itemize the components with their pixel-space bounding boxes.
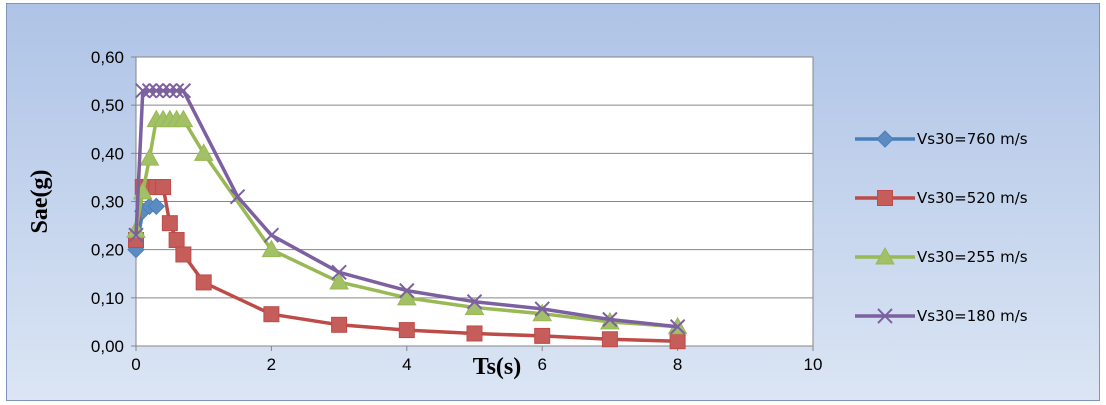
legend: Vs30=760 m/s Vs30=520 m/s Vs30=255 m/s Vs30… bbox=[855, 130, 1028, 325]
data-point bbox=[195, 274, 212, 291]
legend-item: Vs30=180 m/s bbox=[855, 307, 1028, 325]
series-line bbox=[134, 117, 678, 329]
chart-area: 0,00 0,10 0,20 0,30 0,40 0,50 0,60 0 2 4 6 8 10 Vs30… bbox=[6, 3, 1100, 401]
data-point bbox=[155, 83, 171, 99]
data-point bbox=[173, 109, 194, 128]
data-point bbox=[466, 325, 483, 342]
data-point bbox=[193, 143, 214, 161]
data-point bbox=[229, 188, 246, 205]
data-point bbox=[147, 197, 166, 216]
data-point bbox=[162, 83, 178, 99]
data-point bbox=[669, 319, 686, 335]
data-point bbox=[601, 331, 618, 348]
legend-label: Vs30=180 m/s bbox=[917, 307, 1028, 325]
data-point bbox=[155, 179, 172, 196]
data-point bbox=[128, 227, 144, 243]
y-axis-title: Sae(g) bbox=[27, 170, 53, 234]
data-point bbox=[396, 287, 417, 306]
series-line bbox=[134, 88, 678, 329]
x-tick-label: 10 bbox=[804, 355, 823, 374]
data-point bbox=[466, 293, 483, 310]
data-point bbox=[331, 316, 348, 333]
legend-item: Vs30=255 m/s bbox=[855, 246, 1028, 266]
data-point bbox=[161, 215, 178, 232]
data-point bbox=[602, 311, 618, 328]
data-point bbox=[329, 271, 349, 290]
data-point bbox=[175, 246, 192, 263]
data-point bbox=[398, 322, 415, 339]
data-point bbox=[534, 327, 551, 344]
legend-marker bbox=[876, 130, 894, 148]
x-tick-label: 6 bbox=[537, 355, 546, 374]
data-point bbox=[139, 148, 160, 166]
data-point bbox=[168, 83, 185, 99]
series-group bbox=[126, 83, 688, 350]
series-4 bbox=[128, 83, 686, 335]
gridlines bbox=[136, 56, 813, 299]
x-tick-label: 2 bbox=[267, 355, 276, 374]
y-tick-label: 0,10 bbox=[91, 289, 124, 308]
data-point bbox=[263, 227, 280, 243]
x-tick-label: 4 bbox=[402, 355, 411, 374]
axes: 0,00 0,10 0,20 0,30 0,40 0,50 0,60 0 2 4 6 8 10 bbox=[91, 48, 823, 374]
data-point bbox=[263, 306, 280, 323]
y-tick-label: 0,50 bbox=[91, 96, 124, 115]
series-2 bbox=[128, 179, 686, 350]
legend-label: Vs30=520 m/s bbox=[917, 189, 1028, 207]
data-point bbox=[175, 83, 192, 99]
legend-item: Vs30=760 m/s bbox=[855, 130, 1028, 148]
data-point bbox=[534, 301, 550, 317]
x-tick-label: 8 bbox=[673, 355, 682, 374]
y-tick-label: 0,30 bbox=[91, 193, 124, 212]
y-tick-label: 0,20 bbox=[91, 241, 124, 260]
legend-item: Vs30=520 m/s bbox=[855, 189, 1028, 207]
data-point bbox=[135, 83, 151, 99]
data-point bbox=[141, 83, 158, 99]
y-tick-label: 0,00 bbox=[91, 337, 124, 356]
data-point bbox=[399, 282, 415, 299]
y-tick-label: 0,60 bbox=[91, 48, 124, 67]
x-axis-title: Ts(s) bbox=[473, 354, 521, 380]
chart-svg: 0,00 0,10 0,20 0,30 0,40 0,50 0,60 0 2 4 6 8 10 Vs30… bbox=[27, 48, 1028, 380]
legend-marker bbox=[877, 308, 893, 324]
data-point bbox=[669, 333, 686, 350]
x-tick-label: 0 bbox=[131, 355, 140, 374]
data-point bbox=[168, 232, 185, 249]
legend-marker bbox=[875, 246, 895, 265]
legend-label: Vs30=760 m/s bbox=[917, 130, 1028, 148]
legend-marker bbox=[877, 190, 893, 206]
data-point bbox=[331, 264, 347, 281]
legend-label: Vs30=255 m/s bbox=[917, 248, 1028, 266]
y-tick-label: 0,40 bbox=[91, 144, 124, 163]
data-point bbox=[148, 83, 165, 99]
data-point bbox=[261, 239, 282, 258]
